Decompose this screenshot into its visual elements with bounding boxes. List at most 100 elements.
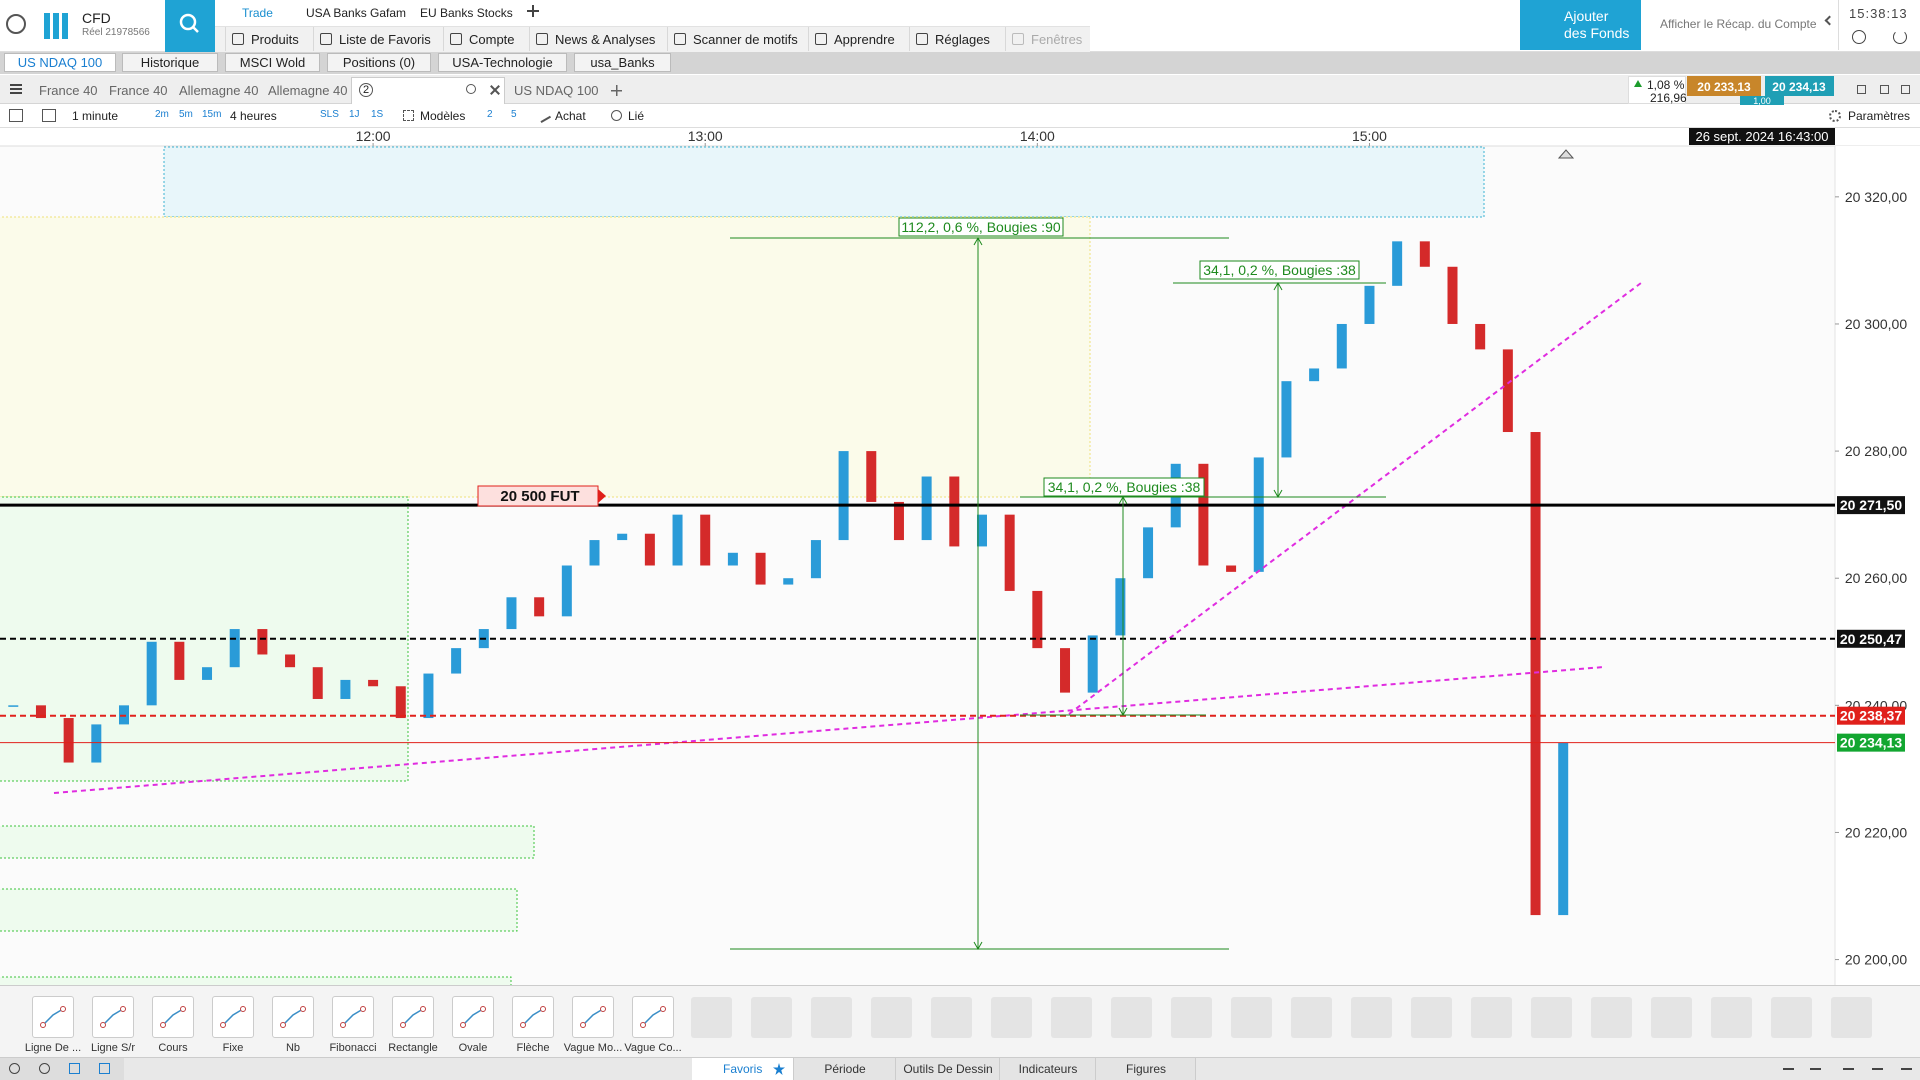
- count-button[interactable]: 2: [487, 109, 493, 120]
- tool-button[interactable]: [152, 996, 194, 1038]
- ask-price[interactable]: 20 234,13: [1772, 80, 1826, 94]
- tool-label[interactable]: Cours: [158, 1042, 188, 1054]
- top-link[interactable]: USA Banks Gafam: [306, 6, 407, 20]
- chart-tab[interactable]: France 40: [39, 83, 98, 98]
- watchlist-tab-label[interactable]: US NDAQ 100: [17, 55, 103, 70]
- tool-label[interactable]: Vague Mo...: [563, 1042, 623, 1054]
- ask-box[interactable]: [1765, 76, 1834, 96]
- watchlist-tab-label[interactable]: USA-Technologie: [452, 55, 553, 70]
- zoom-icon[interactable]: [1783, 1068, 1794, 1070]
- bottom-tab[interactable]: [896, 1058, 1000, 1080]
- watchlist-tab[interactable]: [574, 53, 671, 72]
- bottom-tab[interactable]: [794, 1058, 896, 1080]
- tool-label[interactable]: Nb: [285, 1042, 301, 1054]
- tool-button[interactable]: [632, 996, 674, 1038]
- period-button[interactable]: 1S: [371, 109, 384, 120]
- tool-button[interactable]: [392, 996, 434, 1038]
- menu-item[interactable]: Réglages: [935, 32, 990, 47]
- add-funds-button[interactable]: [1520, 0, 1641, 50]
- tool-button[interactable]: [92, 996, 134, 1038]
- quick-interval[interactable]: 5m: [179, 109, 193, 120]
- chart-tab[interactable]: France 40: [109, 83, 168, 98]
- chart-tab[interactable]: Allemagne 40: [179, 83, 259, 98]
- bottom-icon[interactable]: [39, 1063, 50, 1074]
- tool-button[interactable]: [272, 996, 314, 1038]
- window-icon[interactable]: [1857, 85, 1866, 94]
- tool-label[interactable]: Ligne De ...: [24, 1042, 82, 1054]
- tool-button[interactable]: [32, 996, 74, 1038]
- bottom-tab-label[interactable]: Période: [824, 1062, 866, 1076]
- bottom-icon[interactable]: [69, 1063, 80, 1074]
- info-icon[interactable]: [1852, 30, 1866, 44]
- zoom-icon[interactable]: [1872, 1068, 1883, 1070]
- bid-box[interactable]: [1687, 76, 1761, 96]
- menu-item[interactable]: Liste de Favoris: [339, 32, 431, 47]
- watchlist-tab[interactable]: [225, 53, 320, 72]
- top-link[interactable]: EU Banks Stocks: [420, 6, 513, 20]
- bottom-tab-label[interactable]: Figures: [1125, 1062, 1167, 1076]
- menu-item[interactable]: News & Analyses: [555, 32, 656, 47]
- templates-icon[interactable]: [403, 110, 414, 121]
- period-button[interactable]: SLS: [320, 109, 339, 120]
- toolbar-icon[interactable]: [42, 109, 56, 122]
- add-funds[interactable]: des Fonds: [1564, 25, 1630, 41]
- linked[interactable]: Lié: [628, 109, 645, 123]
- power-icon[interactable]: [1893, 30, 1907, 44]
- settings[interactable]: Paramètres: [1848, 109, 1911, 123]
- new-tab-icon[interactable]: [611, 85, 622, 96]
- chart-tab[interactable]: Allemagne 40: [268, 83, 348, 98]
- add-funds[interactable]: Ajouter: [1564, 8, 1609, 24]
- period-button[interactable]: 1J: [349, 109, 360, 120]
- tool-button[interactable]: [572, 996, 614, 1038]
- count-button[interactable]: 5: [511, 109, 517, 120]
- period[interactable]: 4 heures: [230, 109, 277, 123]
- toolbar-icon[interactable]: [9, 109, 23, 122]
- watchlist-tab-label[interactable]: Historique: [140, 55, 200, 70]
- watchlist-tab[interactable]: [327, 53, 431, 72]
- bottom-tab[interactable]: [1000, 1058, 1096, 1080]
- watchlist-tab[interactable]: [438, 53, 567, 72]
- tool-button[interactable]: [452, 996, 494, 1038]
- bottom-icon[interactable]: [99, 1063, 110, 1074]
- tab-search-icon[interactable]: [466, 84, 476, 94]
- tool-label[interactable]: Ligne S/r: [90, 1042, 136, 1054]
- menu-item[interactable]: Produits: [251, 32, 299, 47]
- menu-item[interactable]: Apprendre: [834, 32, 895, 47]
- bottom-tab[interactable]: [692, 1058, 794, 1080]
- menu-item[interactable]: Scanner de motifs: [693, 32, 798, 47]
- watchlist-tab-label[interactable]: Positions (0): [342, 55, 416, 70]
- watchlist-tab[interactable]: [4, 53, 116, 72]
- tool-label[interactable]: Fibonacci: [329, 1042, 377, 1054]
- zoom-icon[interactable]: [1901, 1068, 1912, 1070]
- top-link[interactable]: Trade: [242, 6, 273, 20]
- tool-label[interactable]: Flèche: [516, 1042, 550, 1054]
- quick-interval[interactable]: 2m: [155, 109, 169, 120]
- interval[interactable]: 1 minute: [72, 109, 119, 123]
- search-button[interactable]: [165, 0, 215, 52]
- add-tab-icon[interactable]: [527, 5, 539, 17]
- window-icon[interactable]: [1880, 85, 1889, 94]
- user-icon[interactable]: [6, 14, 26, 34]
- zoom-icon[interactable]: [1810, 1068, 1821, 1070]
- tool-label[interactable]: Rectangle: [388, 1042, 438, 1054]
- settings-icon[interactable]: [1829, 110, 1841, 122]
- bottom-icon[interactable]: [9, 1063, 20, 1074]
- tool-label[interactable]: Ovale: [458, 1042, 488, 1054]
- bottom-tab-label[interactable]: Outils De Dessin: [903, 1062, 993, 1076]
- tool-button[interactable]: [212, 996, 254, 1038]
- zoom-icon[interactable]: [1843, 1068, 1854, 1070]
- chart-tab[interactable]: US NDAQ 100: [514, 83, 599, 98]
- watchlist-tab-label[interactable]: MSCI Wold: [239, 55, 306, 70]
- hamburger-icon[interactable]: [10, 84, 22, 94]
- templates[interactable]: Modèles: [420, 109, 466, 123]
- account-summary[interactable]: Afficher le Récap. du Compte: [1660, 17, 1817, 31]
- watchlist-tab-label[interactable]: usa_Banks: [590, 55, 655, 70]
- tool-button[interactable]: [512, 996, 554, 1038]
- menu-item[interactable]: Compte: [469, 32, 515, 47]
- tool-label[interactable]: Vague Co...: [624, 1042, 682, 1054]
- watchlist-tab[interactable]: [122, 53, 218, 72]
- tool-label[interactable]: Fixe: [222, 1042, 244, 1054]
- link-icon[interactable]: [611, 110, 622, 121]
- buy[interactable]: Achat: [555, 109, 586, 123]
- tool-button[interactable]: [332, 996, 374, 1038]
